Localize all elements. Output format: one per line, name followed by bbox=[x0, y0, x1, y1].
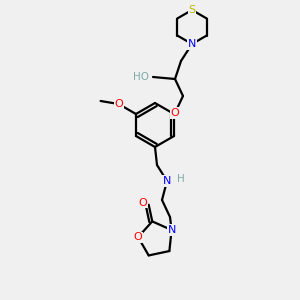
Text: O: O bbox=[114, 99, 123, 109]
Text: O: O bbox=[171, 108, 179, 118]
Text: N: N bbox=[167, 225, 176, 235]
Text: H: H bbox=[177, 174, 185, 184]
Text: O: O bbox=[134, 232, 142, 242]
Text: N: N bbox=[163, 176, 171, 186]
Text: N: N bbox=[188, 39, 196, 49]
Text: S: S bbox=[188, 5, 196, 15]
Text: HO: HO bbox=[133, 72, 149, 82]
Text: O: O bbox=[138, 198, 147, 208]
